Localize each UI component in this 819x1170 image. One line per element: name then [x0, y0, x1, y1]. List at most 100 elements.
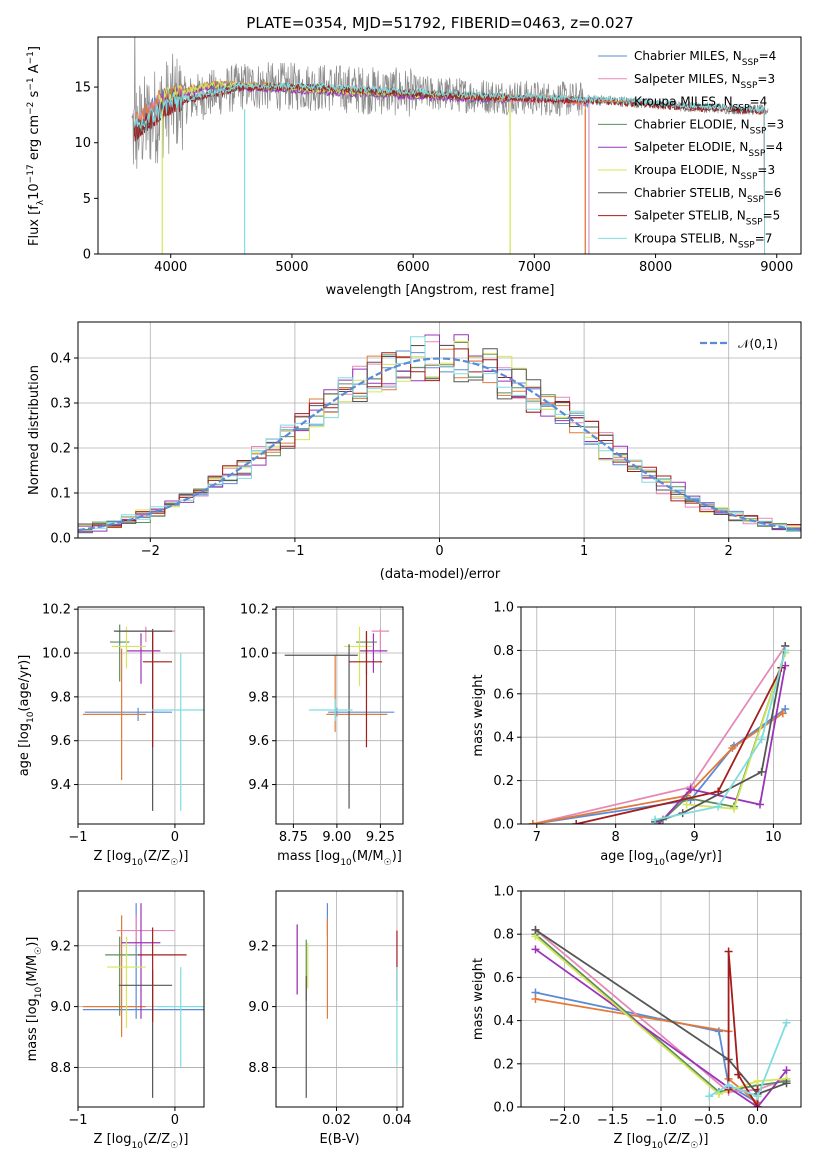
axes-frame	[275, 606, 404, 825]
y-tick-label: 0.0	[493, 818, 514, 833]
x-tick-label: −2	[141, 544, 160, 559]
mass-weight-marker	[781, 704, 790, 713]
y-tick-label: 15	[74, 81, 91, 96]
mass-vs-extinction-panel: 0.02 0.04 8.8 9.0 9.2 E(B-V)	[248, 890, 411, 1147]
x-tick-label: −0.5	[693, 1113, 725, 1128]
y-tick-label: 0.8	[493, 644, 514, 659]
plot-area	[276, 891, 403, 1107]
mass-weight-marker	[755, 800, 764, 809]
mass-weight-marker	[782, 1018, 791, 1027]
figure-title: PLATE=0354, MJD=51792, FIBERID=0463, z=0…	[246, 14, 633, 32]
y-tick-label: 10.2	[42, 603, 71, 618]
model-spectrum-line	[158, 81, 511, 254]
mass-weight-line	[727, 951, 759, 1107]
error-bar-point	[284, 644, 358, 809]
mass-weight-marker	[705, 1092, 714, 1101]
plot-area	[78, 607, 204, 824]
x-axis-label: wavelength [Angstrom, rest frame]	[326, 283, 555, 298]
x-tick-label: −1	[68, 830, 87, 845]
y-tick-label: 9.8	[248, 690, 269, 705]
x-tick-label: −2.0	[549, 1113, 581, 1128]
error-bar-point	[371, 628, 390, 654]
error-bar-point	[121, 903, 161, 1019]
y-axis-label: Flux [fλ10−17 erg cm−2 s−1 A−1]	[26, 46, 46, 246]
error-bar-point	[113, 628, 173, 811]
x-tick-label: 5000	[275, 260, 308, 275]
y-tick-label: 0.2	[50, 442, 71, 457]
plot-area	[276, 607, 403, 824]
mass-weight-marker	[753, 1103, 762, 1107]
x-tick-label: 9000	[760, 260, 793, 275]
x-tick-label: 0.0	[747, 1113, 768, 1128]
y-tick-label: 9.2	[248, 939, 269, 954]
y-tick-label: 5	[83, 192, 91, 207]
x-tick-label: 10	[765, 830, 782, 845]
mass-weight-vs-metallicity-panel: −2.0 −1.5 −1.0 −0.5 0.0 0.0 0.2 0.4 0.6 0.8 1.0 Z […	[471, 885, 802, 1151]
y-tick-label: 0.6	[493, 971, 514, 986]
mass-weight-marker	[651, 815, 660, 824]
error-bar-point	[142, 631, 173, 748]
y-axis-label: Normed distribution	[27, 365, 42, 495]
mass-weight-line	[534, 929, 787, 1096]
x-tick-label: 7000	[518, 260, 551, 275]
y-tick-label: 9.2	[50, 939, 71, 954]
legend-entry: Chabrier MILES, NSSP=4	[634, 49, 776, 68]
x-tick-label: 9.00	[322, 830, 351, 845]
mass-vs-metallicity-panel: −1 0 8.8 9.0 9.2 Z [log10(Z/Z☉)] mass [log10(M…	[25, 890, 205, 1151]
mass-weight-marker	[572, 820, 581, 824]
legend-entry: Kroupa MILES, NSSP=4	[634, 95, 767, 114]
error-bar-point	[343, 626, 372, 686]
y-tick-label: 0.2	[493, 774, 514, 789]
legend-entry: Salpeter ELODIE, NSSP=4	[634, 140, 783, 159]
mass-weight-marker	[724, 947, 733, 956]
x-axis-label: Z [log10(Z/Z☉)]	[94, 1132, 189, 1151]
mass-weight-line	[654, 650, 787, 821]
legend-entry: Salpeter MILES, NSSP=3	[634, 72, 775, 91]
error-bar-point	[111, 626, 146, 669]
mass-weight-marker	[734, 1070, 743, 1079]
y-tick-label: 9.6	[50, 734, 71, 749]
y-axis-label: mass [log10(M/M☉)]	[25, 937, 44, 1062]
y-tick-label: 9.0	[248, 1000, 269, 1015]
model-spectrum-line	[158, 80, 511, 254]
mass-weight-marker	[531, 995, 540, 1003]
error-bar-point	[82, 903, 204, 1019]
x-tick-label: −1.5	[597, 1113, 629, 1128]
x-tick-label: 0	[435, 544, 443, 559]
x-tick-label: 9.25	[366, 830, 395, 845]
error-bar-point	[82, 648, 146, 781]
x-tick-label: 6000	[397, 260, 430, 275]
x-tick-label: −1.0	[645, 1113, 677, 1128]
mass-weight-line	[534, 935, 787, 1096]
mass-weight-marker	[714, 802, 723, 811]
x-tick-label: 8000	[639, 260, 672, 275]
mass-weight-marker	[781, 646, 790, 655]
y-axis-label: mass weight	[471, 958, 486, 1040]
mass-weight-marker	[682, 800, 691, 809]
error-bar-point	[309, 699, 353, 721]
model-spectrum-line	[134, 81, 766, 254]
mass-weight-marker	[531, 945, 540, 954]
mass-weight-marker	[778, 709, 787, 718]
x-tick-label: 0.02	[322, 1113, 351, 1128]
error-bar-point	[349, 631, 383, 748]
plot-area	[78, 891, 204, 1107]
error-bar-point	[116, 915, 175, 946]
y-tick-label: 0	[83, 248, 91, 263]
error-bar-point	[156, 967, 204, 1068]
mass-weight-vs-age-panel: 7 8 9 10 0.0 0.2 0.4 0.6 0.8 1.0 age [log10(age/yr…	[471, 601, 802, 868]
y-tick-label: 0.8	[493, 928, 514, 943]
mass-weight-marker	[782, 1066, 791, 1075]
error-bar-point	[126, 633, 161, 684]
error-bar-point	[359, 633, 388, 673]
y-axis-label: mass weight	[471, 674, 486, 756]
plot-area	[131, 37, 769, 254]
x-tick-label: 8	[612, 830, 620, 845]
y-tick-label: 0.0	[50, 532, 71, 547]
mass-weight-marker	[528, 820, 537, 824]
x-tick-label: 0	[171, 830, 179, 845]
x-tick-label: 8.75	[279, 830, 308, 845]
y-tick-label: 0.6	[493, 687, 514, 702]
axes-frame	[77, 606, 205, 825]
x-axis-label: Z [log10(Z/Z☉)]	[94, 849, 189, 868]
